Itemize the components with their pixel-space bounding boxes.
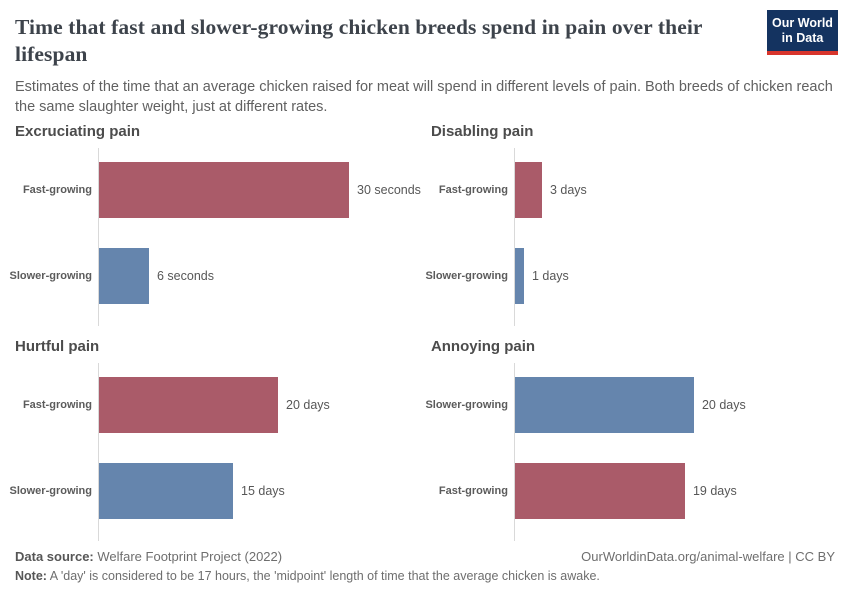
category-label-slower-growing: Slower-growing [425,399,508,411]
footnote: Note: A 'day' is considered to be 17 hou… [15,569,835,583]
panel-disabling-pain: Disabling pain Fast-growing Slower-growi… [425,123,835,326]
bar-fast-growing[interactable] [99,377,278,433]
bar-row: 19 days [514,463,835,519]
data-source-value: Welfare Footprint Project (2022) [93,549,283,564]
bar-row: 6 seconds [99,248,421,304]
data-source: Data source: Welfare Footprint Project (… [15,549,282,564]
value-label: 20 days [701,398,746,412]
bar-fast-growing[interactable] [514,162,542,218]
bar-slower-growing[interactable] [99,463,233,519]
chart-subtitle: Estimates of the time that an average ch… [15,79,833,115]
value-label: 3 days [549,183,587,197]
attribution-link[interactable]: OurWorldinData.org/animal-welfare | CC B… [581,549,835,564]
small-multiples-grid: Excruciating pain Fast-growing Slower-gr… [0,123,850,541]
plot-area: 30 seconds 6 seconds [98,148,421,326]
panel-title: Hurtful pain [15,338,100,355]
bar-row: 3 days [514,162,835,218]
footnote-value: A 'day' is considered to be 17 hours, th… [46,569,600,583]
bar-row: 15 days [99,463,421,519]
plot-area: 3 days 1 days [513,148,835,326]
owid-logo[interactable]: Our World in Data [767,10,838,55]
category-labels: Slower-growing Fast-growing [425,363,514,541]
data-source-label: Data source: [15,549,94,564]
bar-row: 20 days [99,377,421,433]
bar-slower-growing[interactable] [514,248,524,304]
footnote-label: Note: [15,569,47,583]
bar-row: 20 days [514,377,835,433]
value-label: 19 days [692,484,737,498]
owid-logo-line2: in Data [781,31,824,45]
category-label-fast-growing: Fast-growing [22,184,92,196]
panel-title: Annoying pain [430,338,536,355]
page-title: Time that fast and slower-growing chicke… [15,15,703,66]
category-label-slower-growing: Slower-growing [9,485,93,497]
bar-row: 1 days [514,248,835,304]
bar-slower-growing[interactable] [514,377,694,433]
value-label: 15 days [241,484,285,498]
bar-slower-growing[interactable] [99,248,149,304]
owid-logo-line1: Our World [772,16,833,30]
category-label-fast-growing: Fast-growing [438,485,508,497]
panel-annoying-pain: Annoying pain Slower-growing Fast-growin… [425,338,835,541]
bar-fast-growing[interactable] [514,463,685,519]
panel-title: Excruciating pain [15,123,141,140]
category-label-fast-growing: Fast-growing [22,399,92,411]
category-label-slower-growing: Slower-growing [9,270,93,282]
chart-footer: Data source: Welfare Footprint Project (… [0,541,850,583]
plot-area: 20 days 15 days [98,363,421,541]
panel-hurtful-pain: Hurtful pain Fast-growing Slower-growing… [9,338,421,541]
category-label-fast-growing: Fast-growing [438,184,508,196]
panel-excruciating-pain: Excruciating pain Fast-growing Slower-gr… [9,123,421,326]
value-label: 30 seconds [357,183,421,197]
category-labels: Fast-growing Slower-growing [425,148,514,326]
value-label: 1 days [531,269,569,283]
category-label-slower-growing: Slower-growing [425,270,508,282]
value-label: 6 seconds [157,269,214,283]
plot-area: 20 days 19 days [513,363,835,541]
category-labels: Fast-growing Slower-growing [9,148,98,326]
bar-fast-growing[interactable] [99,162,349,218]
panel-title: Disabling pain [430,123,534,140]
bar-row: 30 seconds [99,162,421,218]
category-labels: Fast-growing Slower-growing [9,363,98,541]
value-label: 20 days [286,398,330,412]
chart-header: Time that fast and slower-growing chicke… [0,0,850,117]
